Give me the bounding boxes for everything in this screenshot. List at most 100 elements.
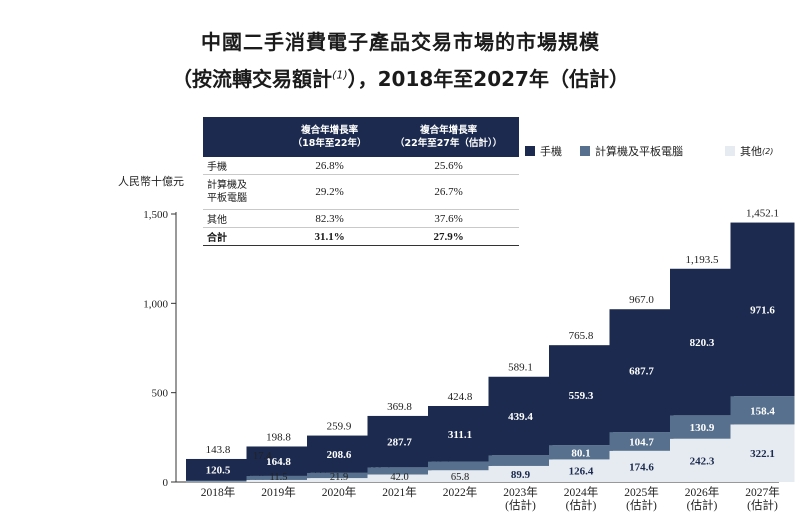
chart-title-line1: 中國二手消費電子產品交易市場的市場規模	[201, 30, 600, 54]
bar-segment-phones	[670, 268, 734, 416]
cagr-row-label: 其他	[203, 209, 281, 228]
x-tick-label: 2018年	[201, 485, 236, 499]
legend-swatch-others	[725, 146, 735, 156]
legend-label: 其他	[740, 145, 762, 158]
legend-label: 計算機及平板電腦	[595, 145, 683, 158]
legend-footnote: (2)	[762, 146, 774, 156]
bar-segment-phones	[730, 222, 795, 397]
bar-label-phones: 820.3	[690, 337, 715, 349]
cagr-row-phones: 手機 26.8% 25.6%	[203, 157, 519, 175]
bar-total-label: 765.8	[569, 330, 594, 342]
y-tick-label: 1,500	[143, 209, 168, 221]
bar-segment-pcs-tablets	[246, 475, 311, 480]
x-tick-label: 2025年	[624, 485, 659, 499]
legend-label: 手機	[540, 145, 562, 158]
bar-segment-others	[367, 474, 432, 482]
bar-segment-pcs-tablets	[670, 415, 734, 439]
bar-total-label: 1,193.5	[686, 254, 720, 266]
bar-segment-phones	[609, 309, 674, 433]
bar-total-label: 259.9	[327, 421, 352, 433]
x-tick-label: (估計)	[566, 498, 597, 512]
bar-segment-phones	[428, 405, 492, 462]
bar-label-phones: 687.7	[629, 366, 654, 378]
cagr-header-blank	[203, 117, 281, 157]
bar-label-others: 11.5	[270, 472, 288, 483]
bar-label-others: 21.9	[330, 472, 348, 483]
bar-label-phones: 120.5	[206, 465, 231, 477]
bar-label-others: 65.8	[451, 472, 469, 483]
bar-label-pcs-tablets: 104.7	[629, 436, 654, 448]
bar-label-phones: 311.1	[448, 429, 472, 441]
bar-label-phones: 439.4	[508, 411, 533, 423]
bar-segment-pcs-tablets	[609, 432, 674, 451]
bar-segment-pcs-tablets	[488, 455, 553, 466]
bar-label-phones: 164.8	[266, 456, 291, 468]
cagr-table: 複合年增長率 （18年至22年） 複合年增長率 （22年至27年（估計）） 手機…	[203, 117, 519, 246]
bar-total-label: 198.8	[266, 431, 291, 443]
bar-label-others: 174.6	[629, 461, 654, 473]
bar-label-pcs-tablets: 130.9	[690, 422, 715, 434]
bar-total-label: 424.8	[448, 391, 473, 403]
bar-label-others: 42.0	[390, 472, 408, 483]
cagr-value-18-22: 82.3%	[281, 209, 379, 228]
cagr-header-22-27: 複合年增長率 （22年至27年（估計））	[378, 117, 519, 157]
title-line2-part-b: ），2018年至2027年（估計）	[347, 67, 629, 91]
bar-segment-pcs-tablets	[186, 480, 250, 482]
title-footnote: (1)	[332, 68, 348, 82]
cagr-row-label: 手機	[203, 157, 281, 175]
bar-total-label: 589.1	[508, 362, 533, 374]
cagr-row-total: 合計 31.1% 27.9%	[203, 227, 519, 246]
x-tick-label: 2021年	[382, 485, 417, 499]
bar-total-label: 1,452.1	[746, 208, 779, 220]
legend-swatch-pcs-tablets	[580, 146, 590, 156]
cagr-value-18-22: 26.8%	[281, 157, 379, 175]
bar-label-others: 89.9	[511, 469, 531, 481]
bar-label-phones: 971.6	[750, 304, 775, 316]
bar-segment-others	[246, 479, 311, 482]
x-tick-label: 2019年	[261, 485, 296, 499]
bar-segment-phones	[367, 415, 432, 468]
x-tick-label: (估計)	[626, 498, 657, 512]
bar-segment-phones	[488, 376, 553, 456]
legend-item-pcs-tablets: 計算機及平板電腦	[580, 143, 683, 159]
bar-label-phones: 208.6	[327, 449, 352, 461]
bar-extra-label: 17.4	[253, 451, 272, 462]
bar-segment-others	[307, 478, 371, 482]
bar-label-pcs-tablets: 80.1	[571, 447, 590, 459]
x-tick-label: 2022年	[443, 485, 478, 499]
cagr-value-22-27: 25.6%	[378, 157, 519, 175]
bar-segment-pcs-tablets	[367, 467, 432, 475]
bar-segment-others	[186, 481, 250, 483]
bar-label-phones: 287.7	[387, 437, 412, 449]
cagr-header-18-22: 複合年增長率 （18年至22年）	[281, 117, 379, 157]
bar-label-others: 242.3	[690, 455, 715, 467]
y-tick-label: 500	[152, 388, 169, 400]
bar-segment-others	[488, 465, 553, 482]
bar-label-pcs-tablets: 158.4	[750, 405, 775, 417]
y-tick-label: 0	[163, 477, 169, 489]
legend-swatch-phones	[525, 146, 535, 156]
bar-segment-pcs-tablets	[428, 461, 492, 471]
bar-segment-others	[428, 470, 492, 482]
bar-segment-others	[730, 424, 795, 482]
y-tick-label: 1,000	[143, 298, 168, 310]
y-axis-label: 人民幣十億元	[118, 174, 184, 188]
x-tick-label: 2020年	[322, 485, 357, 499]
bar-segment-others	[609, 450, 674, 482]
cagr-value-22-27: 37.6%	[378, 209, 519, 228]
cagr-row-label: 計算機及 平板電腦	[203, 174, 281, 210]
bar-label-others: 126.4	[569, 466, 594, 478]
x-tick-label: 2026年	[685, 485, 720, 499]
legend-item-others: 其他 (2)	[725, 143, 773, 159]
bar-segment-pcs-tablets	[307, 472, 371, 479]
x-tick-label: (估計)	[687, 498, 718, 512]
x-tick-label: 2024年	[564, 485, 599, 499]
cagr-value-22-27: 27.9%	[378, 227, 519, 246]
x-tick-label: 2023年	[503, 485, 538, 499]
bar-segment-phones	[307, 435, 371, 473]
chart-title-line2: （按流轉交易額計(1)），2018年至2027年（估計）	[0, 63, 801, 92]
cagr-value-18-22: 29.2%	[281, 174, 379, 210]
bar-segment-others	[670, 438, 734, 482]
